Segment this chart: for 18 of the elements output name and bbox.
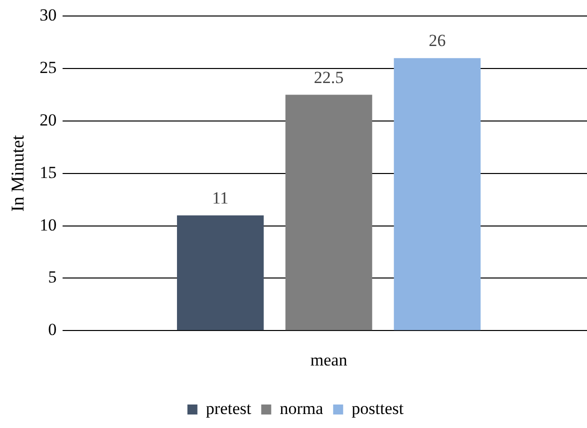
bar <box>285 94 372 330</box>
legend-label: posttest <box>352 398 404 418</box>
x-tick-label: mean <box>310 350 348 370</box>
bar <box>176 215 264 330</box>
y-tick-label: 5 <box>48 268 57 287</box>
y-tick-label: 0 <box>48 320 57 340</box>
y-tick-label: 20 <box>40 110 57 130</box>
y-axis-title: In Minutet <box>8 135 28 212</box>
y-tick-label: 15 <box>40 162 57 182</box>
legend-label: pretest <box>206 398 252 418</box>
data-label: 22.5 <box>314 68 344 87</box>
y-tick-label: 25 <box>40 58 57 78</box>
data-label: 11 <box>212 188 229 208</box>
bar <box>394 58 481 330</box>
legend-label: norma <box>280 398 324 418</box>
data-label: 26 <box>428 31 446 50</box>
y-tick-label: 10 <box>40 215 57 234</box>
y-tick-label: 30 <box>40 6 57 25</box>
